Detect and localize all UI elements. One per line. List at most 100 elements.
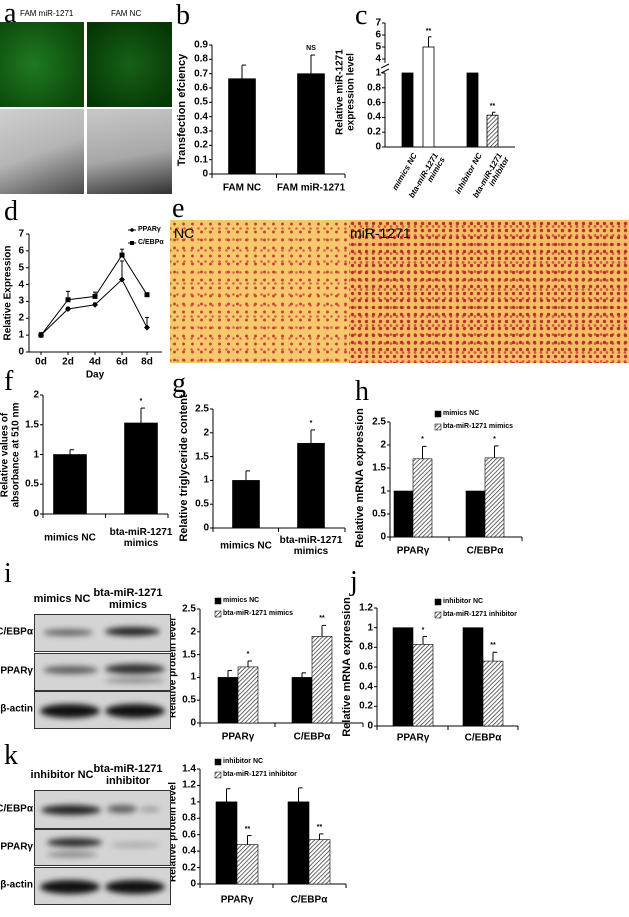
significance-mark: * xyxy=(493,436,496,444)
bar xyxy=(236,844,259,885)
panel-label-i: i xyxy=(4,558,12,589)
y-tick-label: 0.9 xyxy=(194,39,208,51)
legend-label: bta-miR-1271 mimics xyxy=(443,423,514,431)
protein-band xyxy=(110,842,160,848)
bar xyxy=(412,458,433,538)
x-tick-label: PPARγ xyxy=(220,894,254,906)
image-label-nc: NC xyxy=(174,225,195,241)
y-tick-label: 2 xyxy=(203,427,209,439)
legend-label: inhibitor NC xyxy=(223,758,264,766)
y-tick-label: 0.8 xyxy=(367,82,381,94)
y-tick-label: 1 xyxy=(203,474,209,486)
data-point xyxy=(65,297,71,303)
y-tick-label: 0.6 xyxy=(182,829,196,841)
fluorescence-image-fam-mir-1271 xyxy=(0,22,84,107)
x-axis-title: Day xyxy=(85,369,105,381)
x-tick-label: bta-miR-1271 mimics xyxy=(279,535,343,557)
y-tick-label: 0.2 xyxy=(194,139,208,151)
y-tick-label: 0.5 xyxy=(25,478,39,490)
y-tick-label: 0.5 xyxy=(372,508,386,520)
bar xyxy=(287,801,310,885)
image-label-fam-mir-1271: FAM miR-1271 xyxy=(20,9,74,18)
significance-mark: ** xyxy=(490,642,496,650)
y-tick-label: 2 xyxy=(380,439,386,451)
y-tick-label: 0.8 xyxy=(359,641,373,653)
y-tick-label: 0 xyxy=(380,531,386,543)
y-tick-label: 0 xyxy=(190,878,196,890)
y-tick-label: 1.2 xyxy=(359,602,373,614)
x-tick-label: 6d xyxy=(116,356,128,368)
panel-label-f: f xyxy=(4,366,14,397)
x-tick-label: PPARγ xyxy=(221,731,255,743)
blot-strip xyxy=(34,614,171,652)
y-tick-label: 0 xyxy=(202,168,208,180)
x-tick-label: C/EBPα xyxy=(293,731,331,743)
legend-marker xyxy=(130,241,134,245)
y-tick-label: 0.5 xyxy=(195,498,209,510)
significance-mark: ** xyxy=(489,103,496,111)
blot-column-label: bta-miR-1271 mimics xyxy=(93,586,163,611)
blot-strip xyxy=(34,653,171,691)
y-tick-label: 0.5 xyxy=(194,96,208,108)
panel-label-h: h xyxy=(355,376,369,407)
x-tick-label: mimics NC xyxy=(220,540,272,552)
x-tick-label: PPARγ xyxy=(396,732,430,744)
blot-row-label: PPARγ xyxy=(0,665,33,677)
bar xyxy=(412,644,434,727)
y-tick-label: 2.5 xyxy=(195,403,209,415)
blot-row-label: PPARγ xyxy=(0,841,33,852)
y-tick-label: 1 xyxy=(190,796,196,808)
legend-label: mimics NC xyxy=(443,410,480,418)
x-tick-label: PPARγ xyxy=(396,545,430,557)
y-tick-label: 7 xyxy=(375,17,381,29)
y-tick-label: 0.2 xyxy=(359,700,373,712)
y-tick-label: 0 xyxy=(190,717,196,729)
significance-mark: * xyxy=(139,398,143,406)
x-tick-label: mimics NC xyxy=(44,532,96,544)
image-label-fam-nc: FAM NC xyxy=(111,9,142,18)
protein-band xyxy=(140,807,160,812)
y-tick-label: 1.5 xyxy=(195,451,209,463)
blot-row-label: C/EBPα xyxy=(0,626,33,638)
panel-label-e: e xyxy=(172,193,185,224)
legend-swatch xyxy=(434,598,442,606)
x-tick-label: C/EBPα xyxy=(290,894,328,906)
bar xyxy=(466,72,479,148)
significance-mark: ** xyxy=(425,27,432,35)
protein-band xyxy=(47,852,97,857)
legend-swatch xyxy=(434,611,442,619)
y-axis-title: Relative values of absorbance at 510 nm xyxy=(0,402,21,508)
y-tick-label: 0.4 xyxy=(359,681,373,693)
protein-band xyxy=(47,838,102,847)
y-tick-label: 2 xyxy=(18,312,24,324)
y-tick-label: 6 xyxy=(375,29,381,41)
x-tick-label: FAM miR-1271 xyxy=(276,182,346,194)
y-tick-label: 0.6 xyxy=(194,82,208,94)
y-tick-label: 3 xyxy=(18,295,24,307)
significance-mark: NS xyxy=(306,45,316,53)
x-tick-label: C/EBPα xyxy=(466,545,504,557)
panel-label-c: c xyxy=(355,0,368,31)
panel-label-d: d xyxy=(4,196,18,227)
blot-row-label: β-actin xyxy=(0,703,33,715)
y-tick-label: 0.4 xyxy=(194,111,208,123)
y-tick-label: 4 xyxy=(18,279,24,291)
y-tick-label: 0.6 xyxy=(359,661,373,673)
y-axis-title: Relative mRNA expression xyxy=(340,597,353,737)
y-tick-label: 7 xyxy=(18,228,24,240)
data-point xyxy=(65,306,71,313)
protein-band xyxy=(105,664,165,674)
legend-label: mimics NC xyxy=(223,597,260,605)
protein-band xyxy=(105,880,165,894)
bar xyxy=(232,480,260,529)
y-tick-label: 1.4 xyxy=(182,763,196,775)
y-tick-label: 0 xyxy=(33,508,39,520)
bar xyxy=(308,839,331,885)
legend-label: bta-miR-1271 inhibitor xyxy=(223,771,297,779)
y-axis-title: Relative triglyceride content xyxy=(177,394,190,542)
x-tick-label: C/EBPα xyxy=(464,732,502,744)
brightfield-image-fam-nc xyxy=(87,109,172,194)
bar xyxy=(484,457,505,538)
